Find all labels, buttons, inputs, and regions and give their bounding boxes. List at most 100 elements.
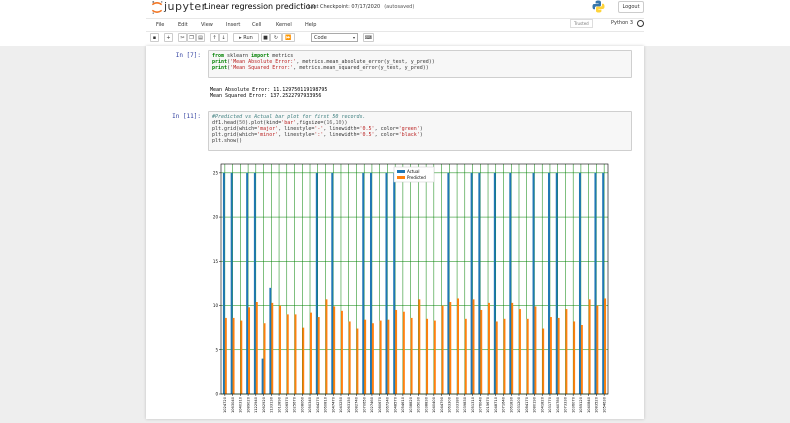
bar-predicted xyxy=(286,314,289,394)
bar-predicted xyxy=(565,309,568,394)
move-up-button[interactable]: ↑ xyxy=(210,33,219,42)
bar-predicted xyxy=(557,317,560,394)
x-tick-label: 1040840 xyxy=(587,396,591,413)
move-down-button[interactable]: ↓ xyxy=(219,33,228,42)
bar-predicted xyxy=(410,317,413,394)
paste-button[interactable]: ▤ xyxy=(196,33,205,42)
bar-predicted xyxy=(302,327,305,394)
menu-help[interactable]: Help xyxy=(305,22,317,28)
code-line: df1.head(50).plot(kind='bar',figsize=(16… xyxy=(212,120,348,126)
bar-actual xyxy=(493,172,496,394)
x-tick-label: 1040780 xyxy=(556,396,560,413)
code-cell-input[interactable]: from sklearn import metrics print('Mean A… xyxy=(208,50,632,78)
logout-button[interactable]: Logout xyxy=(618,1,644,13)
jupyter-brand: jupyter xyxy=(164,0,207,13)
x-tick-label: 1083520 xyxy=(595,396,599,413)
y-tick-label: 25 xyxy=(213,170,219,175)
code-line: plt.grid(which='major', linestyle='-', l… xyxy=(212,126,423,132)
code-token: 'black' xyxy=(398,132,420,138)
bar-actual xyxy=(253,172,256,394)
code-token: 'Mean Squared Error:' xyxy=(230,65,294,71)
menu-insert[interactable]: Insert xyxy=(226,22,241,28)
bar-predicted xyxy=(294,314,297,394)
bar-predicted xyxy=(526,318,529,394)
kernel-name: Python 3 xyxy=(611,20,634,26)
bar-predicted xyxy=(534,306,537,394)
notebook-title[interactable]: Linear regression prediction xyxy=(204,2,316,11)
code-cell-input[interactable]: #Predicted vs Actual bar plot for first … xyxy=(208,111,632,151)
x-tick-label: 1044790 xyxy=(440,396,444,413)
x-tick-label: 1050340 xyxy=(308,396,312,413)
bar-actual xyxy=(548,172,550,394)
x-tick-label: 1012890 xyxy=(277,396,281,413)
restart-run-all-button[interactable]: ⏩ xyxy=(282,33,295,42)
kernel-idle-icon xyxy=(637,20,644,27)
run-label: Run xyxy=(243,35,253,41)
bar-predicted xyxy=(248,307,251,394)
y-tick-label: 0 xyxy=(215,392,218,397)
bar-predicted xyxy=(542,328,545,394)
bar-predicted xyxy=(503,318,506,394)
insert-cell-button[interactable]: + xyxy=(164,33,173,42)
code-token: 'bar' xyxy=(281,120,297,126)
command-palette-button[interactable]: ⌨ xyxy=(363,33,374,42)
bar-actual xyxy=(222,172,225,394)
bar-predicted xyxy=(580,325,583,394)
y-tick-label: 10 xyxy=(213,303,219,308)
code-token: '-' xyxy=(314,126,324,132)
menu-file[interactable]: File xyxy=(156,22,165,28)
cell-output: Mean Absolute Error: 11.129750119198795 M… xyxy=(210,87,327,99)
x-tick-label: 1043250 xyxy=(339,396,343,413)
code-line: #Predicted vs Actual bar plot for first … xyxy=(212,114,366,120)
x-tick-label: 1071640 xyxy=(502,396,506,413)
save-button[interactable]: ▪ xyxy=(150,33,159,42)
x-tick-label: 1044270 xyxy=(316,396,320,413)
x-tick-label: 1008060 xyxy=(300,396,304,413)
bar-actual xyxy=(269,287,272,394)
legend-swatch-actual xyxy=(397,170,405,173)
x-tick-label: 1063150 xyxy=(347,396,351,413)
bar-predicted xyxy=(464,318,467,394)
bar-predicted xyxy=(402,311,405,394)
save-icon: ▪ xyxy=(152,35,157,41)
copy-button[interactable]: ❐ xyxy=(187,33,196,42)
menu-cell[interactable]: Cell xyxy=(252,22,262,28)
x-tick-label: 1084170 xyxy=(525,396,529,413)
bar-predicted xyxy=(263,323,266,394)
jupyter-logo-icon[interactable] xyxy=(150,0,164,15)
cell-type-value: Code xyxy=(314,35,327,41)
x-tick-label: 1122940 xyxy=(254,396,258,413)
code-token: ':' xyxy=(314,132,324,138)
bar-actual xyxy=(602,172,605,394)
code-line: plt.grid(which='minor', linestyle=':', l… xyxy=(212,132,423,138)
bar-predicted xyxy=(340,310,343,394)
bar-actual xyxy=(246,172,249,394)
bar-predicted xyxy=(480,309,483,394)
interrupt-button[interactable]: ■ xyxy=(261,33,270,42)
menu-kernel[interactable]: Kernel xyxy=(276,22,292,28)
bar-predicted xyxy=(441,305,444,394)
cell-prompt: In [7]: xyxy=(175,52,201,59)
restart-button[interactable]: ↻ xyxy=(270,33,282,42)
trusted-indicator[interactable]: Trusted xyxy=(570,19,593,28)
x-tick-label: 1041820 xyxy=(540,396,544,413)
legend-swatch-predicted xyxy=(397,176,405,179)
bar-predicted xyxy=(518,309,521,394)
menu-view[interactable]: View xyxy=(201,22,213,28)
x-tick-label: 1067240 xyxy=(386,396,390,413)
plot-frame xyxy=(220,163,609,395)
x-tick-label: 1006570 xyxy=(285,396,289,413)
cell-type-select[interactable]: Code ▾ xyxy=(311,33,358,42)
run-button[interactable]: ▸ Run xyxy=(233,33,259,42)
bar-predicted xyxy=(224,317,227,394)
x-tick-label: 1015670 xyxy=(486,396,490,413)
menu-edit[interactable]: Edit xyxy=(178,22,188,28)
x-tick-label: 1051310 xyxy=(471,396,475,413)
x-tick-label: 1133130 xyxy=(270,396,274,413)
cut-button[interactable]: ✂ xyxy=(178,33,187,42)
code-token: 50 xyxy=(239,120,246,126)
bar-actual xyxy=(509,172,512,394)
x-tick-label: 1031200 xyxy=(517,396,521,413)
bar-predicted xyxy=(511,302,514,394)
bar-predicted xyxy=(449,302,452,394)
